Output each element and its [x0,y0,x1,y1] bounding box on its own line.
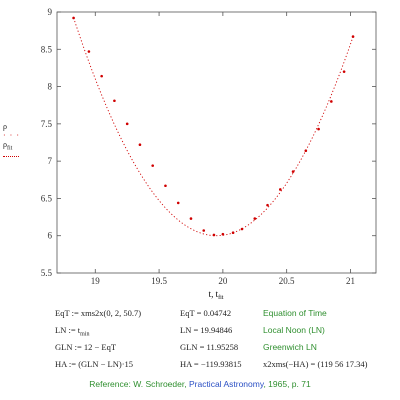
fit-line [73,17,354,237]
eq-ha-def: HA := (GLN − LN)·15 [55,359,134,369]
y-tick-label: 8 [48,82,53,92]
eq-eqt-value: EqT = 0.04742 [180,308,232,318]
data-point [151,164,154,167]
eq-gln-note: Greenwich LN [263,342,317,352]
data-point [304,149,308,153]
x-axis-label-main: t [209,289,212,299]
x-tick-label: 21 [346,276,355,286]
y-tick-label: 6 [48,231,53,241]
data-point [212,233,216,237]
data-point [189,217,193,220]
x-tick-label: 20.5 [279,276,295,286]
y-tick-label: 7.5 [41,119,53,129]
eq-ln-def: LN := tmin [55,325,90,338]
data-point [291,170,295,173]
axis-ticks: 19 19.5 20 20.5 21 5.5 6 6.5 7 7.5 8 8.5 9 [41,7,376,286]
data-points [72,16,355,237]
y-tick-label: 6.5 [41,193,53,203]
data-point [138,143,142,147]
eq-eqt-def: EqT := xms2x(0, 2, 50.7) [55,308,142,318]
y-tick-label: 8.5 [41,44,53,54]
data-point [317,127,320,131]
data-point [279,188,282,191]
data-point [100,74,103,78]
data-point [113,99,116,103]
eq-gln-value: GLN = 11.95258 [180,342,239,352]
x-tick-label: 19.5 [151,276,167,286]
x-tick-label: 20 [218,276,228,286]
x-axis-label: t, tfit [209,289,224,300]
eq-ha-value: HA = −119.93815 [180,359,242,369]
fit-curve [73,17,354,237]
data-point [330,100,333,103]
x-tick-label: 19 [91,276,101,286]
x-axis-label-sub: fit [218,294,224,300]
eq-ln-value: LN = 19.94846 [180,325,233,335]
data-point [164,184,167,188]
data-point [266,203,269,207]
plot-frame [56,11,377,274]
data-point [342,70,346,73]
data-point [351,35,355,38]
eq-eqt-note: Equation of Time [263,308,327,318]
reference-prefix: Reference: W. Schroeder, [89,379,187,389]
y-tick-label: 5.5 [41,268,53,278]
data-point [202,229,206,232]
legend-points-dots: · · · [3,131,20,140]
chart: 19 19.5 20 20.5 21 5.5 6 6.5 7 7.5 8 8.5 9 t, tfit [41,7,377,300]
data-point [125,122,129,126]
reference-link[interactable]: Practical Astronomy [188,379,264,389]
y-tick-label: 7 [48,156,53,166]
legend-points-symbol: ρ [3,122,7,131]
eq-ha-dms: x2xms(−HA) = (119 56 17.34) [263,359,368,369]
legend: ρ · · · ρfit [3,122,20,157]
data-point [221,232,225,236]
data-point [72,16,75,20]
legend-fit-label: ρfit [3,140,13,152]
reference-suffix: , 1965, p. 71 [263,379,311,389]
x-axis-label-comma: , [211,289,216,299]
data-point [176,201,180,205]
eq-ln-note: Local Noon (LN) [263,325,325,335]
data-point [240,227,244,231]
y-tick-label: 9 [48,7,53,17]
legend-fit-line [3,155,19,157]
x-axis-label-second: t [216,289,219,299]
data-point [253,217,257,220]
data-point [87,50,91,53]
eq-gln-def: GLN := 12 − EqT [55,342,117,352]
reference: Reference: W. Schroeder, Practical Astro… [0,379,400,389]
data-point [231,231,235,235]
